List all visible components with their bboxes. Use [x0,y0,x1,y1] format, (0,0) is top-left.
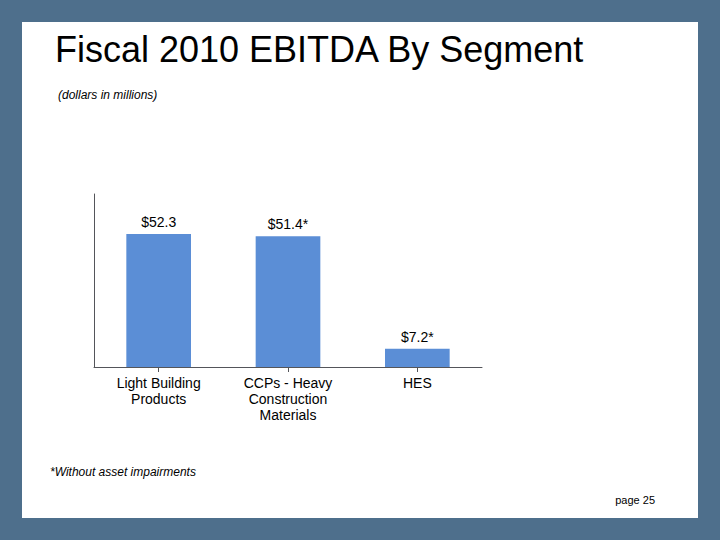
svg-text:Fiscal 2010 EBITDA By Segment: Fiscal 2010 EBITDA By Segment [55,29,583,70]
svg-text:$7.2*: $7.2* [401,329,434,345]
svg-text:page 25: page 25 [615,494,655,506]
svg-text:$52.3: $52.3 [141,214,176,230]
svg-text:Light Building: Light Building [117,375,201,391]
svg-text:(dollars in millions): (dollars in millions) [58,88,157,102]
svg-text:$51.4*: $51.4* [268,216,309,232]
svg-text:HES: HES [403,375,432,391]
svg-text:CCPs - Heavy: CCPs - Heavy [244,375,333,391]
svg-text:Construction: Construction [249,391,328,407]
svg-text:Materials: Materials [260,407,317,423]
svg-text:*Without asset impairments: *Without asset impairments [50,465,196,479]
svg-text:Products: Products [131,391,186,407]
